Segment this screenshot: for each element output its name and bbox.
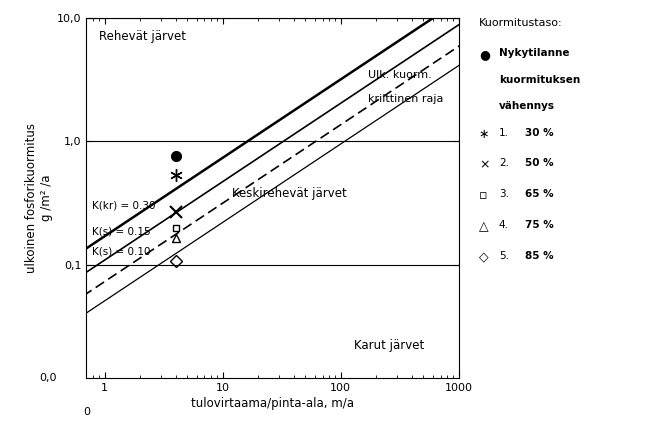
Text: 85 %: 85 % — [525, 251, 554, 261]
Text: ▫: ▫ — [479, 189, 487, 202]
Text: 0,0: 0,0 — [39, 374, 57, 383]
Y-axis label: ulkoinen fosforikuormitus
g /m² /a: ulkoinen fosforikuormitus g /m² /a — [25, 123, 53, 273]
Text: 0: 0 — [83, 407, 90, 417]
Text: ∗: ∗ — [479, 128, 489, 141]
Text: ●: ● — [479, 48, 489, 62]
Text: △: △ — [479, 220, 488, 233]
Text: ◇: ◇ — [479, 251, 488, 264]
X-axis label: tulovirtaama/pinta-ala, m/a: tulovirtaama/pinta-ala, m/a — [191, 397, 354, 411]
Text: 30 %: 30 % — [525, 128, 554, 138]
Text: ×: × — [479, 158, 489, 172]
Text: Rehevät järvet: Rehevät järvet — [99, 30, 186, 43]
Text: K(s) = 0.15: K(s) = 0.15 — [92, 227, 150, 237]
Text: Karut järvet: Karut järvet — [354, 339, 424, 352]
Text: 50 %: 50 % — [525, 158, 554, 169]
Text: Ulk. kuorm.: Ulk. kuorm. — [368, 70, 432, 81]
Text: Keskirehevät järvet: Keskirehevät järvet — [232, 187, 347, 199]
Text: 65 %: 65 % — [525, 189, 554, 199]
Text: kriittinen raja: kriittinen raja — [368, 94, 444, 104]
Text: kuormituksen: kuormituksen — [499, 75, 580, 85]
Text: K(s) = 0.10: K(s) = 0.10 — [92, 247, 150, 257]
Text: K(kr) = 0.30: K(kr) = 0.30 — [92, 201, 156, 211]
Text: vähennys: vähennys — [499, 101, 555, 111]
Text: 4.: 4. — [499, 220, 509, 230]
Text: 3.: 3. — [499, 189, 509, 199]
Text: 75 %: 75 % — [525, 220, 554, 230]
Text: 5.: 5. — [499, 251, 509, 261]
Text: 2.: 2. — [499, 158, 509, 169]
Text: 1.: 1. — [499, 128, 509, 138]
Text: Kuormitustaso:: Kuormitustaso: — [479, 18, 563, 28]
Text: Nykytilanne: Nykytilanne — [499, 48, 569, 59]
